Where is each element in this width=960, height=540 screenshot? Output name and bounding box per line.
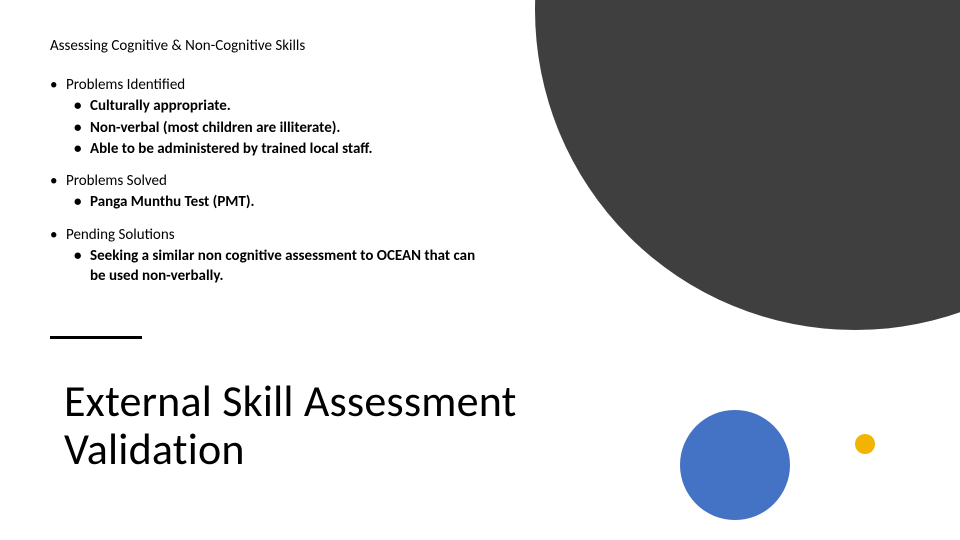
list-item: Non-verbal (most children are illiterate… (74, 118, 494, 138)
list-item: Panga Munthu Test (PMT). (74, 192, 494, 212)
section-heading-solved: Problems Solved (50, 171, 494, 191)
page-title: External Skill Assessment Validation (64, 378, 517, 473)
decor-circle-yellow (855, 434, 875, 454)
title-line-1: External Skill Assessment (64, 374, 517, 428)
slide: Assessing Cognitive & Non-Cognitive Skil… (0, 0, 960, 540)
decor-circle-dark (535, 0, 960, 330)
subtitle: Assessing Cognitive & Non-Cognitive Skil… (50, 37, 305, 55)
title-line-2: Validation (64, 422, 245, 476)
divider-line (50, 336, 142, 339)
section-heading-pending: Pending Solutions (50, 225, 494, 245)
section-heading-identified: Problems Identified (50, 75, 494, 95)
decor-circle-blue (680, 410, 790, 520)
list-item: Seeking a similar non cognitive assessme… (74, 246, 494, 287)
bullet-content: Problems Identified Culturally appropria… (50, 75, 494, 287)
list-item: Able to be administered by trained local… (74, 139, 494, 159)
list-item: Culturally appropriate. (74, 96, 494, 116)
